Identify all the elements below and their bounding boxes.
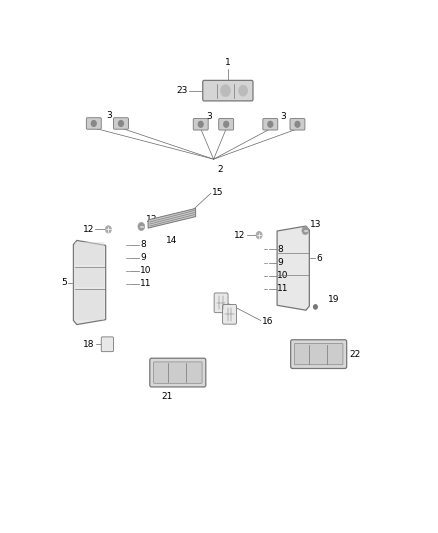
Text: 6: 6 (316, 254, 322, 263)
Circle shape (239, 85, 247, 96)
Polygon shape (74, 240, 106, 325)
FancyBboxPatch shape (263, 118, 278, 130)
FancyBboxPatch shape (75, 242, 104, 265)
Text: 3: 3 (206, 111, 212, 120)
Text: 10: 10 (140, 266, 152, 276)
Circle shape (295, 122, 300, 127)
FancyBboxPatch shape (101, 337, 113, 352)
Circle shape (92, 120, 96, 126)
Text: 11: 11 (277, 285, 289, 293)
Text: 23: 23 (177, 86, 188, 95)
FancyBboxPatch shape (86, 118, 101, 129)
Text: 22: 22 (350, 350, 361, 359)
FancyBboxPatch shape (294, 343, 343, 365)
FancyBboxPatch shape (154, 362, 202, 383)
Circle shape (138, 222, 145, 231)
Text: 12: 12 (234, 231, 246, 240)
Circle shape (256, 231, 262, 239)
Polygon shape (148, 208, 196, 228)
Circle shape (220, 85, 230, 96)
FancyBboxPatch shape (291, 340, 346, 368)
Text: 3: 3 (280, 111, 286, 120)
Text: 3: 3 (106, 111, 112, 120)
FancyBboxPatch shape (290, 118, 305, 130)
Text: 11: 11 (140, 279, 152, 288)
Text: 1: 1 (225, 58, 231, 67)
Circle shape (302, 227, 309, 235)
Text: 8: 8 (277, 245, 283, 254)
Text: 2: 2 (218, 165, 223, 174)
Text: 10: 10 (277, 271, 289, 280)
Text: 9: 9 (140, 253, 146, 262)
FancyBboxPatch shape (203, 80, 253, 101)
FancyBboxPatch shape (113, 118, 128, 129)
FancyBboxPatch shape (75, 289, 104, 320)
Text: 19: 19 (328, 295, 339, 304)
Polygon shape (277, 226, 309, 310)
Text: 13: 13 (146, 215, 158, 224)
Text: 14: 14 (166, 236, 177, 245)
Circle shape (268, 122, 273, 127)
Circle shape (198, 122, 203, 127)
FancyBboxPatch shape (150, 358, 206, 387)
Text: 18: 18 (83, 340, 95, 349)
Text: 8: 8 (140, 240, 146, 249)
Text: 5: 5 (62, 278, 67, 287)
Text: 21: 21 (162, 392, 173, 401)
FancyBboxPatch shape (219, 118, 233, 130)
Circle shape (105, 225, 111, 233)
FancyBboxPatch shape (223, 304, 237, 324)
Circle shape (224, 122, 229, 127)
Text: 15: 15 (212, 188, 223, 197)
Circle shape (119, 120, 124, 126)
Circle shape (314, 305, 317, 309)
Text: 13: 13 (310, 220, 321, 229)
Text: 12: 12 (83, 225, 94, 234)
FancyBboxPatch shape (214, 293, 228, 313)
Text: 16: 16 (262, 317, 274, 326)
Text: 9: 9 (277, 258, 283, 267)
FancyBboxPatch shape (75, 268, 104, 287)
FancyBboxPatch shape (193, 118, 208, 130)
